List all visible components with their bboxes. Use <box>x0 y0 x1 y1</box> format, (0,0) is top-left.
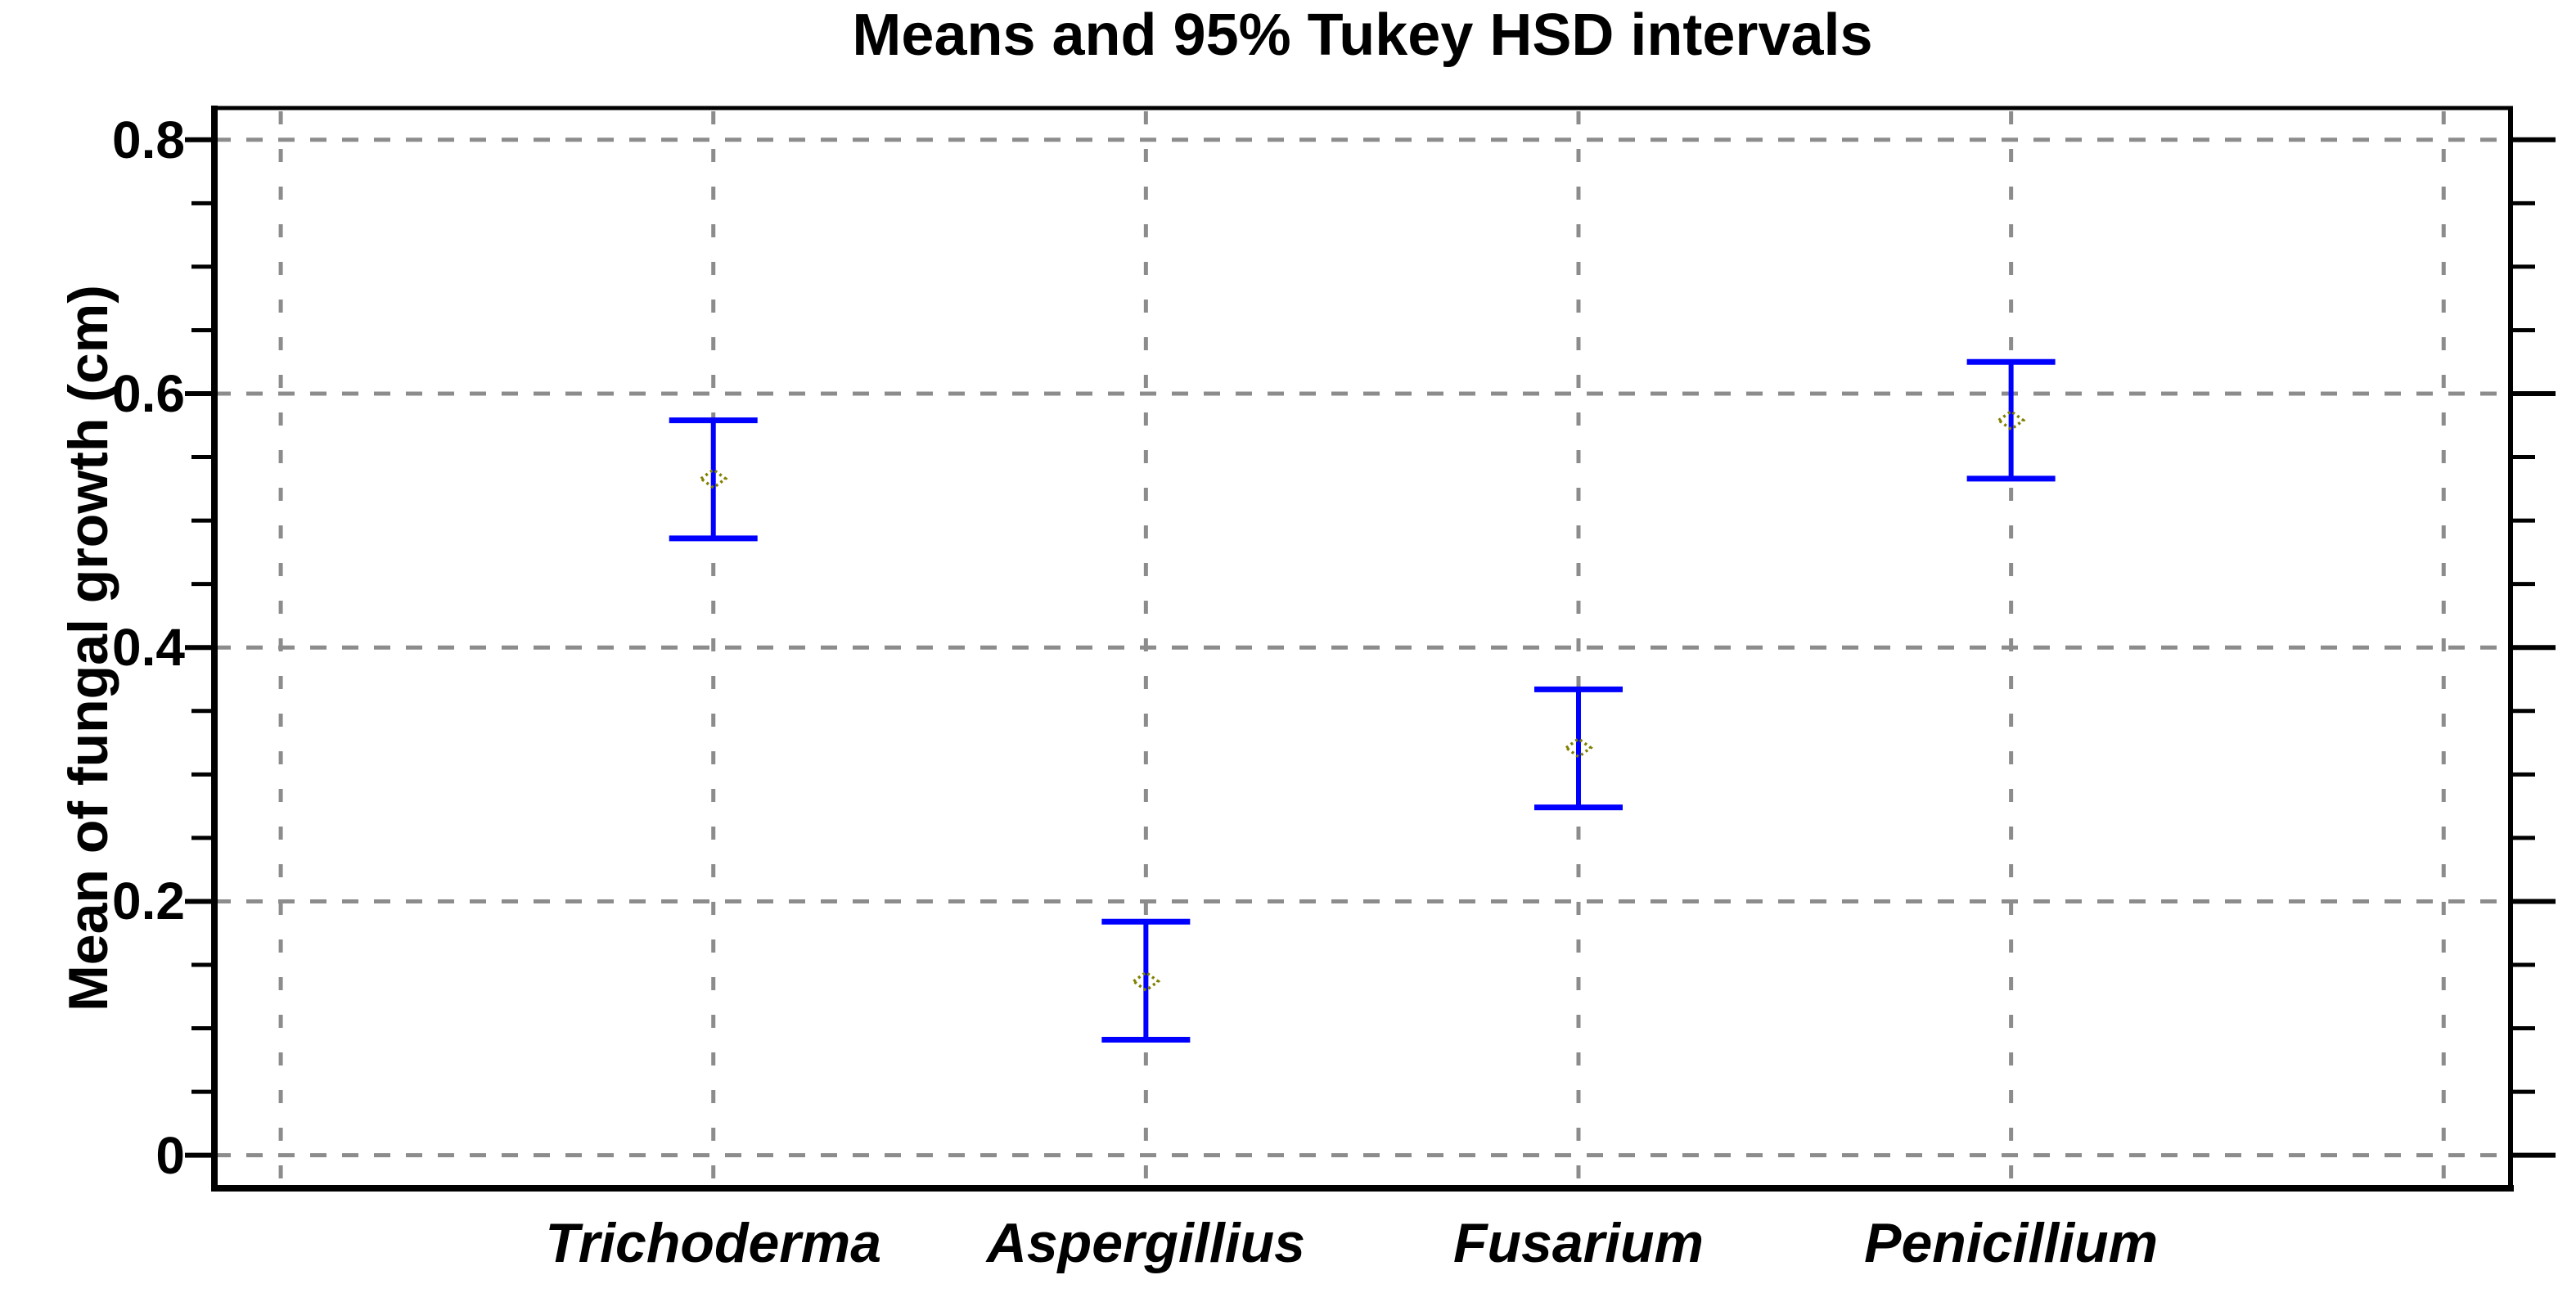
mean-marker-penicillium <box>1996 409 2026 431</box>
mean-marker-aspergillius <box>1131 970 1161 993</box>
y-tick-label: 0.4 <box>112 618 185 678</box>
chart-title: Means and 95% Tukey HSD intervals <box>852 2 1873 68</box>
y-tick-label: 0.8 <box>112 110 185 169</box>
y-tick-label: 0.6 <box>112 364 185 423</box>
mean-marker-trichoderma <box>698 467 728 490</box>
category-label-trichoderma: Trichoderma <box>545 1212 882 1274</box>
y-tick-label: 0.2 <box>112 872 185 931</box>
mean-marker-fusarium <box>1564 737 1593 759</box>
y-tick-label: 0 <box>155 1125 185 1185</box>
category-label-fusarium: Fusarium <box>1452 1212 1705 1274</box>
category-label-aspergillius: Aspergillius <box>986 1212 1305 1274</box>
category-label-penicillium: Penicillium <box>1864 1212 2159 1274</box>
